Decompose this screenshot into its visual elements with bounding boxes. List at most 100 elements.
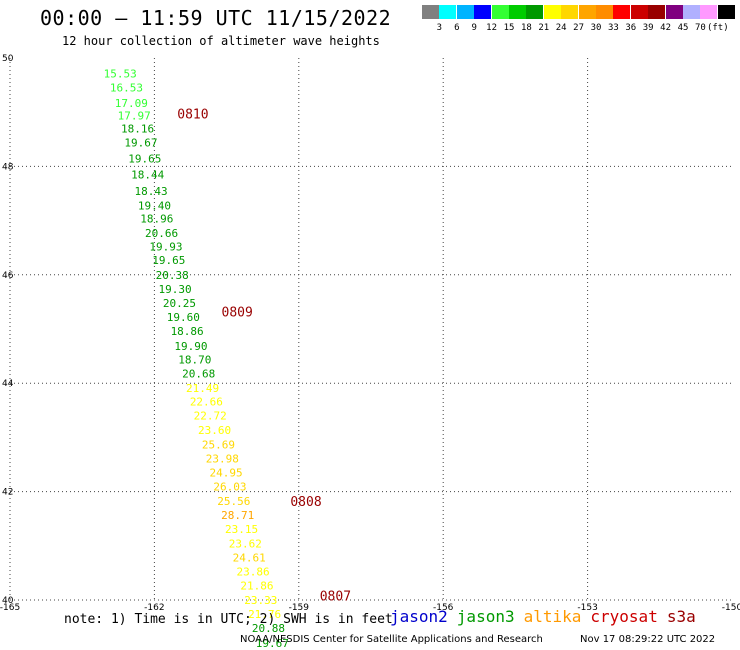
credit-text: NOAA/NESDIS Center for Satellite Applica… — [240, 634, 543, 645]
wave-height-label: 19.67 — [124, 137, 157, 150]
wave-height-label: 18.16 — [121, 122, 154, 135]
y-tick-label: 48 — [2, 162, 14, 172]
generation-timestamp: Nov 17 08:29:22 UTC 2022 — [580, 634, 716, 645]
wave-height-label: 19.67 — [256, 637, 289, 650]
colorbar-label: 12 — [486, 23, 498, 33]
wave-height-label: 20.25 — [163, 297, 196, 310]
colorbar-swatch — [509, 5, 526, 19]
wave-height-label: 20.68 — [182, 367, 215, 380]
time-label: 0807 — [320, 590, 351, 605]
colorbar-label: 18 — [520, 23, 532, 33]
x-tick-label: -150 — [722, 603, 740, 613]
wave-height-label: 22.66 — [190, 396, 223, 409]
wave-height-label: 20.88 — [252, 622, 285, 635]
colorbar-label: 39 — [642, 23, 654, 33]
colorbar-label: 30 — [590, 23, 602, 33]
y-tick-label: 46 — [2, 271, 14, 281]
colorbar-swatch — [613, 5, 631, 19]
wave-height-label: 23.60 — [198, 424, 231, 437]
wave-height-label: 18.96 — [140, 212, 173, 225]
y-tick-label: 50 — [2, 54, 14, 64]
colorbar-swatch — [665, 5, 683, 19]
colorbar-label: 45 — [677, 23, 689, 33]
y-tick-label: 44 — [2, 379, 14, 389]
colorbar-swatch — [578, 5, 596, 19]
time-label: 0808 — [290, 495, 321, 510]
colorbar-swatch — [561, 5, 579, 19]
wave-height-label: 26.03 — [213, 481, 246, 494]
colorbar-swatch — [683, 5, 700, 19]
wave-height-label: 15.53 — [104, 68, 137, 81]
wave-height-label: 20.38 — [156, 269, 189, 282]
colorbar-label: 15 — [503, 23, 515, 33]
x-tick-label: -162 — [144, 603, 164, 613]
chart-title: 00:00 – 11:59 UTC 11/15/2022 — [40, 6, 392, 30]
wave-height-label: 19.40 — [138, 199, 171, 212]
colorbar-label: 3 — [436, 23, 443, 33]
wave-height-label: 19.65 — [128, 152, 161, 165]
wave-height-label: 17.97 — [118, 109, 151, 122]
x-tick-label: -159 — [289, 603, 310, 613]
footer-note: note: 1) Time is in UTC; 2) SWH is in fe… — [64, 612, 393, 627]
satellite-label: jason2 — [390, 607, 448, 626]
satellite-legend: jason2 jason3 altika cryosat s3a — [390, 607, 705, 626]
wave-height-label: 23.33 — [244, 594, 277, 607]
wave-height-label: 16.53 — [110, 81, 143, 94]
wave-height-label: 23.86 — [237, 565, 270, 578]
wave-height-label: 23.98 — [206, 453, 239, 466]
colorbar-label: 9 — [471, 23, 477, 33]
colorbar-label: 36 — [625, 23, 637, 33]
wave-height-label: 25.56 — [217, 495, 250, 508]
colorbar-swatch — [700, 5, 718, 19]
colorbar-swatch — [422, 5, 439, 19]
wave-height-label: 20.66 — [145, 227, 178, 240]
wave-height-label: 21.86 — [240, 579, 273, 592]
wave-height-label: 19.90 — [174, 340, 207, 353]
colorbar-label: 33 — [607, 23, 619, 33]
wave-height-label: 19.93 — [149, 241, 182, 254]
colorbar-label: 6 — [454, 23, 460, 33]
satellite-label: s3a — [666, 607, 696, 626]
wave-height-label: 25.69 — [202, 438, 235, 451]
x-tick-label: -165 — [0, 603, 20, 613]
colorbar-label: 42 — [660, 23, 672, 33]
satellite-label: cryosat — [590, 607, 658, 626]
wave-height-label: 18.44 — [131, 169, 164, 182]
colorbar-label: 21 — [538, 23, 550, 33]
chart-subtitle: 12 hour collection of altimeter wave hei… — [62, 34, 380, 48]
colorbar-swatch — [596, 5, 613, 19]
colorbar-swatch — [526, 5, 544, 19]
satellite-label: altika — [523, 607, 582, 626]
colorbar-label: 24 — [555, 23, 567, 33]
wave-height-label: 17.09 — [115, 97, 148, 110]
wave-height-label: 21.49 — [186, 382, 219, 395]
wave-height-label: 24.61 — [233, 552, 266, 565]
y-tick-label: 40 — [2, 596, 14, 606]
colorbar-swatch — [474, 5, 492, 19]
colorbar-swatch — [439, 5, 457, 19]
wave-height-label: 18.86 — [171, 325, 204, 338]
colorbar-label: 27 — [573, 23, 585, 33]
wave-height-label: 19.65 — [152, 254, 185, 267]
colorbar-label: 70 — [694, 23, 706, 33]
x-tick-label: -156 — [433, 603, 454, 613]
time-label: 0809 — [222, 306, 253, 321]
wave-height-label: 28.71 — [221, 509, 254, 522]
colorbar-swatch — [491, 5, 509, 19]
wave-height-label: 18.70 — [178, 353, 211, 366]
satellite-label: jason3 — [456, 607, 515, 626]
colorbar-label: (ft) — [706, 23, 729, 33]
colorbar-swatch — [630, 5, 648, 19]
colorbar-swatch — [717, 5, 735, 19]
x-tick-label: -153 — [577, 603, 597, 613]
wave-height-label: 22.72 — [194, 410, 227, 423]
colorbar-swatch — [456, 5, 474, 19]
wave-height-label: 24.95 — [210, 467, 243, 480]
colorbar-swatch — [648, 5, 666, 19]
wave-height-label: 21.76 — [248, 608, 281, 621]
wave-height-label: 18.43 — [134, 185, 167, 198]
y-tick-label: 42 — [2, 488, 13, 498]
colorbar-swatch — [543, 5, 561, 19]
wave-height-label: 19.60 — [167, 311, 200, 324]
